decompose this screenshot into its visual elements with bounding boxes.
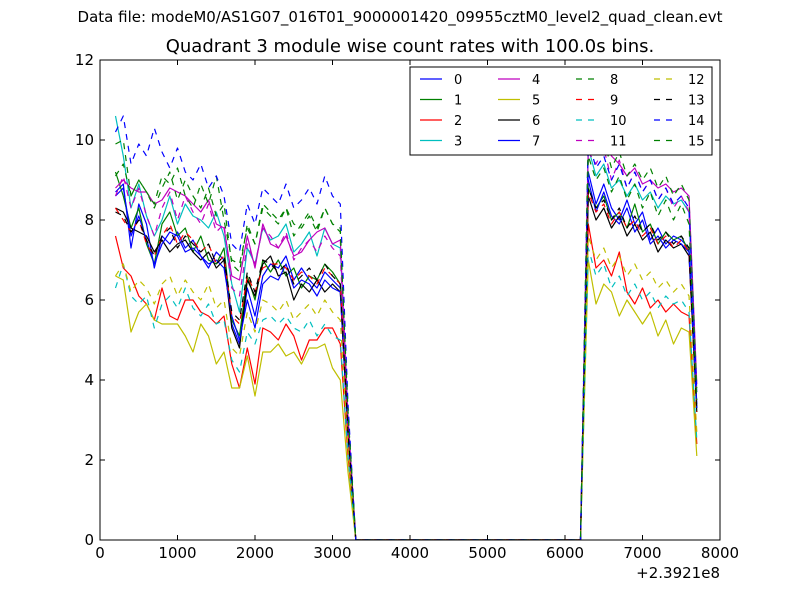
series-line-4 [115, 135, 698, 540]
x-offset-label: +2.3921e8 [636, 564, 720, 582]
series-line-5 [115, 259, 698, 540]
series-line-8 [115, 127, 698, 540]
y-tick-label: 8 [84, 211, 94, 229]
y-tick-label: 2 [84, 451, 94, 469]
chart-title: Quadrant 3 module wise count rates with … [165, 36, 655, 57]
x-tick-label: 8000 [701, 544, 739, 562]
series-line-9 [114, 191, 698, 540]
legend-label-15: 15 [688, 135, 705, 150]
legend-label-8: 8 [610, 73, 618, 88]
legend-label-7: 7 [532, 135, 540, 150]
legend-label-12: 12 [688, 73, 705, 88]
y-tick-label: 10 [75, 131, 94, 149]
legend-label-13: 13 [688, 94, 705, 109]
y-tick-label: 4 [84, 371, 94, 389]
x-tick-label: 4000 [391, 544, 429, 562]
legend-box [409, 66, 713, 156]
legend-label-14: 14 [688, 114, 705, 129]
legend-label-0: 0 [454, 73, 462, 88]
legend-label-4: 4 [532, 73, 540, 88]
x-tick-label: 2000 [236, 544, 274, 562]
y-tick-label: 0 [84, 531, 94, 549]
x-tick-label: 0 [95, 544, 105, 562]
legend-label-2: 2 [454, 114, 462, 129]
series-line-1 [114, 171, 698, 540]
series-line-3 [114, 115, 698, 540]
x-tick-label: 6000 [546, 544, 584, 562]
legend-label-1: 1 [454, 94, 462, 109]
y-tick-label: 6 [84, 291, 94, 309]
series-line-10 [114, 247, 698, 540]
legend-label-9: 9 [610, 94, 618, 109]
series-line-12 [114, 235, 698, 540]
x-tick-label: 5000 [468, 544, 506, 562]
series-line-15 [114, 155, 698, 540]
y-tick-label: 12 [75, 51, 94, 69]
series-line-14 [114, 115, 698, 540]
legend-label-6: 6 [532, 114, 540, 129]
legend-label-5: 5 [532, 94, 540, 109]
series-line-6 [115, 195, 698, 540]
tick-layer: 0 1000 2000 3000 4000 5000 6000 7000 80000246810… [75, 51, 739, 562]
x-tick-label: 7000 [623, 544, 661, 562]
series-line-11 [114, 147, 698, 540]
figure-suptitle: Data file: modeM0/AS1G07_016T01_90000014… [77, 8, 723, 26]
series-line-13 [115, 187, 698, 540]
series-line-7 [115, 179, 698, 540]
series-line-2 [114, 223, 698, 540]
x-tick-label: 3000 [313, 544, 351, 562]
series-line-0 [115, 171, 698, 540]
legend-label-10: 10 [610, 114, 627, 129]
legend-label-3: 3 [454, 135, 462, 150]
legend-label-11: 11 [610, 135, 627, 150]
series-layer [114, 115, 698, 540]
x-tick-label: 1000 [158, 544, 196, 562]
